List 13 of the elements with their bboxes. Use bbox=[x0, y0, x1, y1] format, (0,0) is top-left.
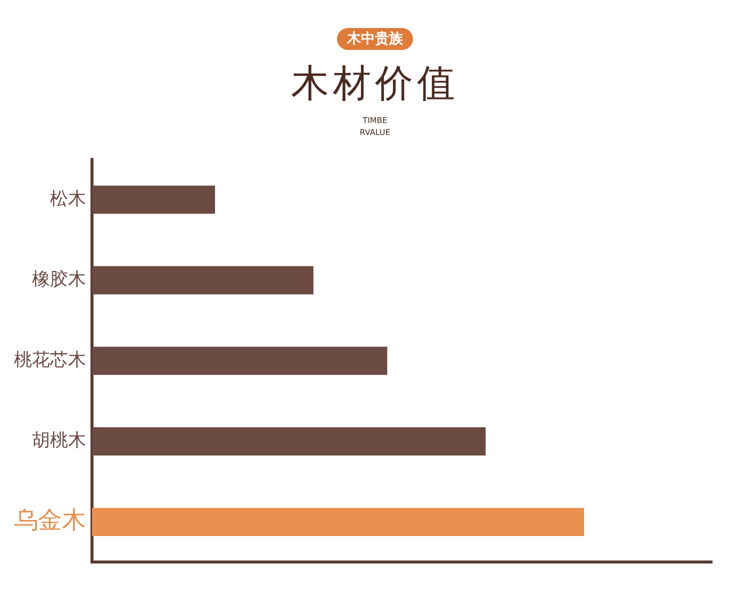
chart-title: 木材价值 bbox=[290, 60, 460, 107]
bar bbox=[92, 266, 314, 294]
y-tick-label: 乌金木 bbox=[14, 506, 86, 534]
y-tick-label: 桃花芯木 bbox=[14, 349, 86, 370]
bar bbox=[92, 508, 584, 536]
y-tick-label: 橡胶木 bbox=[32, 268, 86, 290]
text: 木中贵族 bbox=[337, 28, 413, 50]
bar bbox=[92, 427, 486, 456]
bar bbox=[92, 186, 216, 214]
chart-subtitle: TIMBE RVALUE bbox=[358, 115, 392, 139]
y-tick-label: 胡桃木 bbox=[32, 430, 86, 452]
bar bbox=[92, 346, 388, 375]
y-tick-label: 松木 bbox=[50, 188, 86, 210]
